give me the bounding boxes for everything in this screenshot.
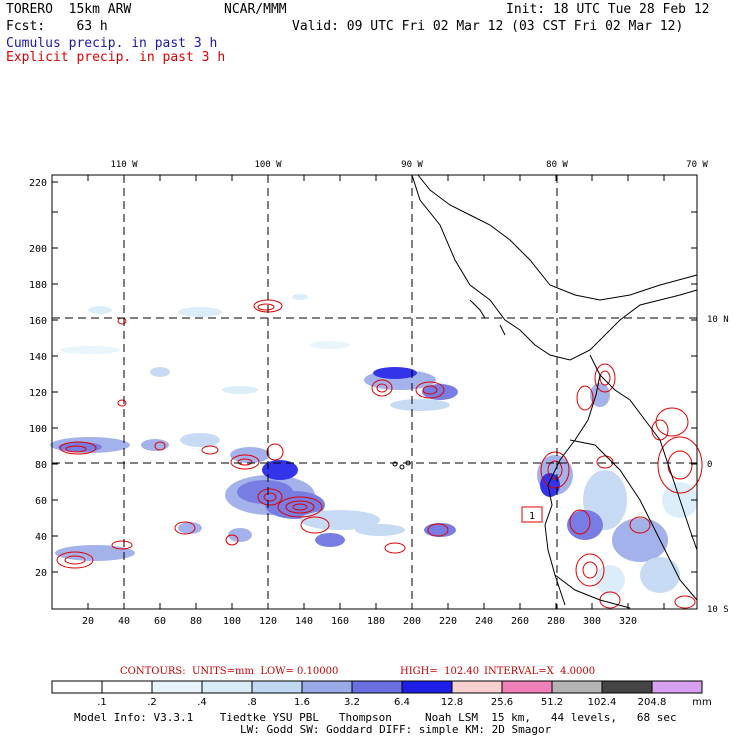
colorbar-cell <box>201 680 253 694</box>
x-tick-label: 180 <box>367 616 385 627</box>
lon-label-100w: 100 W <box>254 160 282 170</box>
organization-label: NCAR/MMM <box>224 2 287 17</box>
lat-label-10s: 10 S <box>707 605 729 615</box>
colorbar-cell <box>601 680 653 694</box>
x-tick-label: 80 <box>190 616 202 627</box>
colorbar-cell <box>101 680 153 694</box>
y-tick-label: 80 <box>35 460 47 471</box>
lon-label-90w: 90 W <box>401 160 423 170</box>
colorbar-cell <box>651 680 703 694</box>
x-tick-label: 300 <box>583 616 601 627</box>
y-tick-label: 140 <box>29 352 47 363</box>
forecast-hour: Fcst: 63 h <box>6 19 108 34</box>
coastlines <box>392 174 698 609</box>
colorbar-label: 204.8 <box>637 697 667 708</box>
x-tick-label: 160 <box>331 616 349 627</box>
station-marker-label: 1 <box>529 511 535 522</box>
colorbar-cell <box>501 680 553 694</box>
colorbar-cell <box>251 680 303 694</box>
contour-units: CONTOURS: UNITS=mm LOW= 0.10000 <box>120 666 339 677</box>
lon-label-70w: 70 W <box>686 160 708 170</box>
x-tick-label: 220 <box>439 616 457 627</box>
colorbar-cell <box>401 680 453 694</box>
colorbar-label: .8 <box>247 697 257 708</box>
colorbar-label: 6.4 <box>394 697 410 708</box>
y-tick-label: 120 <box>29 388 47 399</box>
x-tick-label: 120 <box>259 616 277 627</box>
colorbar-label: .2 <box>147 697 157 708</box>
colorbar-cell <box>351 680 403 694</box>
lon-label-110w: 110 W <box>110 160 138 170</box>
lat-label-0: 0 <box>707 460 712 470</box>
x-tick-label: 60 <box>154 616 166 627</box>
colorbar-label: 25.6 <box>490 697 514 708</box>
cumulus-legend: Cumulus precip. in past 3 h <box>6 36 218 51</box>
colorbar <box>51 680 703 694</box>
colorbar-label: 102.4 <box>587 697 617 708</box>
colorbar-cell <box>301 680 353 694</box>
station-marker-box <box>521 506 543 523</box>
colorbar-label: .4 <box>197 697 207 708</box>
valid-time: Valid: 09 UTC Fri 02 Mar 12 (03 CST Fri … <box>292 19 684 34</box>
y-tick-label: 40 <box>35 532 47 543</box>
colorbar-cell <box>51 680 103 694</box>
x-tick-label: 20 <box>82 616 94 627</box>
colorbar-label: 1.6 <box>294 697 310 708</box>
y-tick-label: 160 <box>29 316 47 327</box>
x-tick-label: 280 <box>547 616 565 627</box>
explicit-precip-contours <box>56 299 703 609</box>
colorbar-cell <box>151 680 203 694</box>
x-tick-label: 40 <box>118 616 130 627</box>
y-tick-label: 220 <box>29 178 47 189</box>
init-time: Init: 18 UTC Tue 28 Feb 12 <box>506 2 710 17</box>
colorbar-label: 3.2 <box>344 697 360 708</box>
y-tick-label: 200 <box>29 244 47 255</box>
colorbar-cell <box>551 680 603 694</box>
lat-label-10n: 10 N <box>707 315 729 325</box>
colorbar-label: .1 <box>97 697 107 708</box>
colorbar-cell <box>451 680 503 694</box>
lon-label-80w: 80 W <box>546 160 568 170</box>
x-tick-label: 240 <box>475 616 493 627</box>
contour-interval: INTERVAL=X 4.0000 <box>484 666 596 677</box>
explicit-legend: Explicit precip. in past 3 h <box>6 50 226 65</box>
x-tick-label: 320 <box>619 616 637 627</box>
contour-high: HIGH= 102.40 <box>400 666 480 677</box>
y-tick-label: 20 <box>35 568 47 579</box>
model-title: TORERO 15km ARW <box>6 2 132 17</box>
x-tick-label: 200 <box>403 616 421 627</box>
y-tick-label: 180 <box>29 280 47 291</box>
colorbar-unit: mm <box>692 697 712 708</box>
model-info-line: Model Info: V3.3.1 Tiedtke YSU PBL Thomp… <box>74 711 677 724</box>
y-tick-label: 100 <box>29 424 47 435</box>
x-tick-label: 140 <box>295 616 313 627</box>
y-tick-label: 60 <box>35 496 47 507</box>
axis-ticks <box>52 175 697 609</box>
colorbar-label: 12.8 <box>440 697 464 708</box>
colorbar-label: 51.2 <box>540 697 564 708</box>
x-tick-label: 100 <box>223 616 241 627</box>
physics-info-line: LW: Godd SW: Goddard DIFF: simple KM: 2D… <box>240 723 552 736</box>
lat-lon-grid <box>52 175 697 609</box>
x-tick-label: 260 <box>511 616 529 627</box>
